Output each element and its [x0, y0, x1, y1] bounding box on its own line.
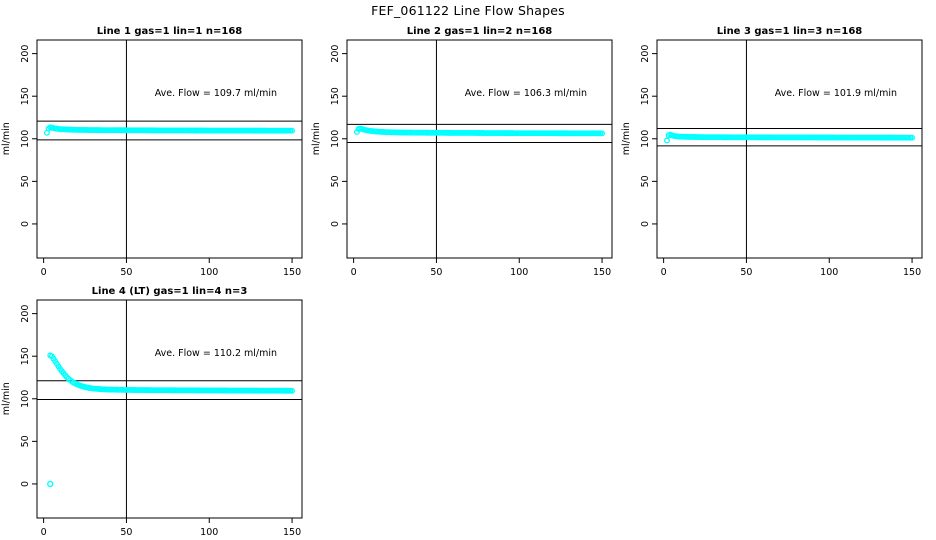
data-series [353, 125, 606, 137]
y-tick-label: 200 [330, 45, 341, 63]
subplot-title: Line 1 gas=1 lin=1 n=168 [97, 26, 243, 37]
ave-flow-annotation: Ave. Flow = 110.2 ml/min [155, 348, 277, 359]
subplot-svg-line-4: 0 50 100 150 0 50 100 150 200 ml/min Line 4 (LT) g… [1, 286, 303, 538]
y-tick-label: 0 [20, 221, 31, 227]
y-tick-label: 100 [20, 130, 31, 148]
subplot-line-4: 0 50 100 150 0 50 100 150 200 ml/min Line 4 (LT) g… [0, 285, 310, 538]
y-tick-label: 150 [20, 87, 31, 105]
y-tick-label: 150 [330, 87, 341, 105]
plot-frame [346, 39, 613, 259]
y-axis-label: ml/min [311, 122, 322, 155]
y-tick-label: 0 [20, 481, 31, 487]
subplot-line-1: 0 50 100 150 0 50 100 150 200 ml/min Line 1 gas=1 … [0, 25, 310, 278]
y-tick-label: 200 [20, 45, 31, 63]
y-tick-label: 0 [330, 221, 341, 227]
x-tick-label: 100 [200, 267, 218, 275]
y-tick-label: 0 [640, 221, 651, 227]
y-tick-label: 50 [20, 175, 31, 187]
y-tick-label: 150 [640, 87, 651, 105]
y-tick-label: 100 [330, 130, 341, 148]
x-tick-label: 100 [200, 527, 218, 535]
y-tick-label: 100 [20, 390, 31, 408]
data-point [289, 387, 296, 394]
y-axis-label: ml/min [621, 122, 632, 155]
x-tick-label: 50 [740, 267, 752, 275]
subplot-title: Line 4 (LT) gas=1 lin=4 n=3 [92, 286, 248, 297]
data-point [663, 137, 670, 144]
x-tick-label: 0 [351, 267, 357, 275]
data-series [47, 352, 296, 488]
data-point [599, 130, 606, 137]
x-tick-label: 100 [820, 267, 838, 275]
y-tick-label: 200 [20, 305, 31, 323]
data-series [43, 124, 296, 136]
outlier-point [47, 480, 54, 488]
subplot-title: Line 2 gas=1 lin=2 n=168 [407, 26, 553, 37]
data-point [909, 134, 916, 141]
plot-frame [36, 39, 303, 259]
plot-frame [656, 39, 923, 259]
subplot-svg-line-3: 0 50 100 150 0 50 100 150 200 ml/min Line 3 gas=1 … [621, 26, 923, 278]
plot-frame [36, 299, 303, 519]
y-tick-label: 50 [640, 175, 651, 187]
x-tick-label: 50 [120, 267, 132, 275]
x-tick-label: 150 [283, 267, 301, 275]
y-tick-label: 50 [330, 175, 341, 187]
subplot-svg-line-1: 0 50 100 150 0 50 100 150 200 ml/min Line 1 gas=1 … [1, 26, 303, 278]
x-tick-label: 150 [903, 267, 921, 275]
ave-flow-annotation: Ave. Flow = 109.7 ml/min [155, 88, 277, 99]
x-tick-label: 0 [41, 527, 47, 535]
y-tick-label: 150 [20, 347, 31, 365]
x-tick-label: 0 [661, 267, 667, 275]
ave-flow-annotation: Ave. Flow = 106.3 ml/min [465, 88, 587, 99]
subplot-svg-line-2: 0 50 100 150 0 50 100 150 200 ml/min Line 2 gas=1 … [311, 26, 613, 278]
x-tick-label: 50 [430, 267, 442, 275]
x-tick-label: 150 [593, 267, 611, 275]
x-tick-label: 150 [283, 527, 301, 535]
x-tick-label: 0 [41, 267, 47, 275]
y-tick-label: 50 [20, 435, 31, 447]
y-tick-label: 200 [640, 45, 651, 63]
ave-flow-annotation: Ave. Flow = 101.9 ml/min [775, 88, 897, 99]
data-series [663, 131, 916, 144]
x-tick-label: 50 [120, 527, 132, 535]
y-axis-label: ml/min [1, 122, 12, 155]
main-title: FEF_061122 Line Flow Shapes [371, 3, 565, 18]
y-axis-label: ml/min [1, 382, 12, 415]
x-tick-label: 100 [510, 267, 528, 275]
subplot-line-3: 0 50 100 150 0 50 100 150 200 ml/min Line 3 gas=1 … [620, 25, 930, 278]
data-point [289, 127, 296, 134]
y-tick-label: 100 [640, 130, 651, 148]
subplot-title: Line 3 gas=1 lin=3 n=168 [717, 26, 863, 37]
subplot-line-2: 0 50 100 150 0 50 100 150 200 ml/min Line 2 gas=1 … [310, 25, 620, 278]
